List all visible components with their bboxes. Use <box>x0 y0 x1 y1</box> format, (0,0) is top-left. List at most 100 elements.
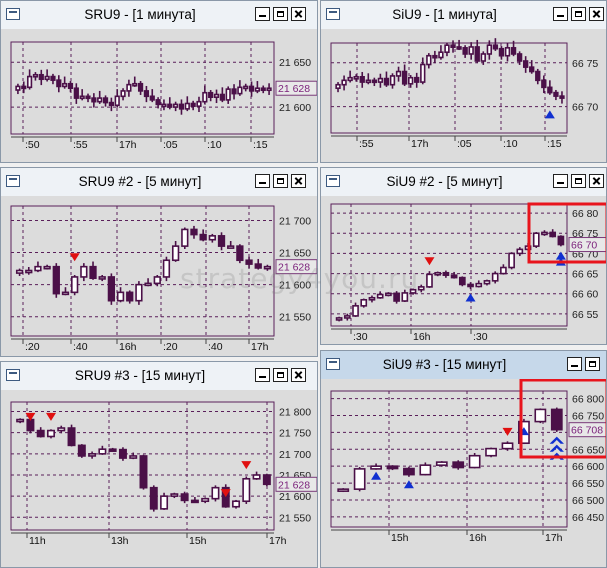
window-title: SiU9 - [1 минута] <box>392 7 497 22</box>
maximize-button[interactable] <box>273 7 288 21</box>
x-tick-label: 13h <box>111 535 129 547</box>
plot-frame <box>10 401 275 531</box>
buy-signal-arrow <box>555 251 566 260</box>
window-title: SiU9 #2 - [5 минут] <box>386 174 503 189</box>
candlestick-chart[interactable]: 21 650 21 600:50:55 17h:05:10:15 21 628 <box>1 29 318 163</box>
buy-signal-arrow <box>465 293 476 302</box>
y-tick-label: 21 700 <box>279 215 311 227</box>
chart-window-icon[interactable] <box>326 175 340 187</box>
minimize-button[interactable] <box>255 7 270 21</box>
window-siu9-5min[interactable]: SiU9 #2 - [5 минут] 66 80 66 75 66 70 66 65… <box>320 167 607 345</box>
candle-body <box>67 82 74 90</box>
close-button[interactable] <box>589 7 604 21</box>
maximize-button[interactable] <box>571 7 586 21</box>
candle-body <box>407 76 414 85</box>
candle-body <box>102 97 109 104</box>
x-tick-label: 17h <box>251 341 269 353</box>
x-tick-label: :50 <box>25 139 40 151</box>
candle-body <box>252 474 261 480</box>
titlebar[interactable]: SiU9 #2 - [5 минут] <box>321 168 606 196</box>
y-tick-label: 66 550 <box>572 478 604 490</box>
candle-body <box>120 90 126 98</box>
candle-body <box>491 272 499 282</box>
buy-signal-chevron <box>549 444 564 452</box>
maximize-button[interactable] <box>585 357 600 371</box>
minimize-button[interactable] <box>553 7 568 21</box>
x-tick-label: 15h <box>189 535 207 547</box>
close-button[interactable] <box>291 368 306 382</box>
candle-body <box>337 488 350 492</box>
maximize-button[interactable] <box>273 368 288 382</box>
chart-window-icon[interactable] <box>326 358 340 370</box>
candle-body <box>371 79 378 84</box>
window-title: SRU9 - [1 минута] <box>84 7 196 22</box>
sell-signal-arrow <box>220 489 231 498</box>
chart-window-icon[interactable] <box>326 8 340 20</box>
candle-body <box>26 418 35 432</box>
chart-window-icon[interactable] <box>6 8 20 20</box>
candle-body <box>80 265 88 278</box>
window-sru9-5min[interactable]: SRU9 #2 - [5 минут] 21 700 21 650 21 600 21… <box>0 167 318 357</box>
candle-body <box>32 73 39 78</box>
candle-body <box>341 79 347 86</box>
titlebar[interactable]: SRU9 #3 - [15 минут] <box>1 362 317 390</box>
candle-body <box>438 51 444 59</box>
window-sru9-15min[interactable]: SRU9 #3 - [15 минут] 21 800 21 750 21 700 2… <box>0 361 318 568</box>
window-siu9-1min[interactable]: SiU9 - [1 минута] 66 75 66 70:55 17h:05:10… <box>320 0 607 163</box>
y-tick-label: 21 600 <box>279 491 311 503</box>
plot-frame <box>10 41 275 135</box>
sell-signal-arrow <box>424 257 435 266</box>
titlebar[interactable]: SiU9 #3 - [15 минут] <box>321 351 606 379</box>
close-button[interactable] <box>589 174 604 188</box>
minimize-button[interactable] <box>553 174 568 188</box>
y-tick-label: 66 55 <box>572 309 598 321</box>
chart-window-icon[interactable] <box>6 369 20 381</box>
maximize-button[interactable] <box>571 174 586 188</box>
window-sru9-1min[interactable]: SRU9 - [1 минута] 21 650 21 600:50:55 17h:… <box>0 0 318 163</box>
x-tick-label: :55 <box>359 138 374 150</box>
y-tick-label: 21 800 <box>279 407 311 419</box>
candle-body <box>38 73 44 81</box>
titlebar[interactable]: SRU9 #2 - [5 минут] <box>1 168 317 196</box>
close-button[interactable] <box>291 7 306 21</box>
x-tick-label: 17h <box>119 139 137 151</box>
candle-body <box>50 75 56 81</box>
sell-signal-arrow <box>45 412 56 421</box>
candle-body <box>211 486 220 500</box>
candle-body <box>161 103 167 108</box>
window-title: SRU9 #3 - [15 минут] <box>74 368 206 383</box>
minimize-button[interactable] <box>567 357 582 371</box>
candlestick-chart[interactable]: 21 700 21 650 21 600 21 550:20:40 16h:20:40 1… <box>1 196 318 357</box>
candle-body <box>21 85 27 90</box>
candle-body <box>500 266 507 275</box>
candle-body <box>559 95 565 99</box>
candlestick-chart[interactable]: 66 75 66 70:55 17h:05:10:15 <box>321 29 607 163</box>
minimize-button[interactable] <box>255 368 270 382</box>
maximize-button[interactable] <box>273 174 288 188</box>
x-tick-label: :10 <box>503 138 518 150</box>
candle-body <box>254 87 261 92</box>
candle-body <box>547 86 553 94</box>
titlebar[interactable]: SiU9 - [1 минута] <box>321 1 606 29</box>
candle-body <box>474 46 480 62</box>
close-button[interactable] <box>291 174 306 188</box>
candle-body <box>232 500 241 508</box>
candle-body <box>393 292 400 302</box>
candle-body <box>231 88 237 95</box>
last-price-tag <box>275 259 317 275</box>
candle-body <box>98 448 107 455</box>
candle-body <box>435 461 448 466</box>
chart-window-icon[interactable] <box>6 175 20 187</box>
candle-body <box>389 75 396 86</box>
candle-body <box>401 70 408 85</box>
x-tick-label: 17h <box>411 138 429 150</box>
candle-body <box>178 103 185 110</box>
candle-body <box>85 95 91 100</box>
titlebar[interactable]: SRU9 - [1 минута] <box>1 1 317 29</box>
x-tick-label: :30 <box>353 331 368 343</box>
minimize-button[interactable] <box>255 174 270 188</box>
